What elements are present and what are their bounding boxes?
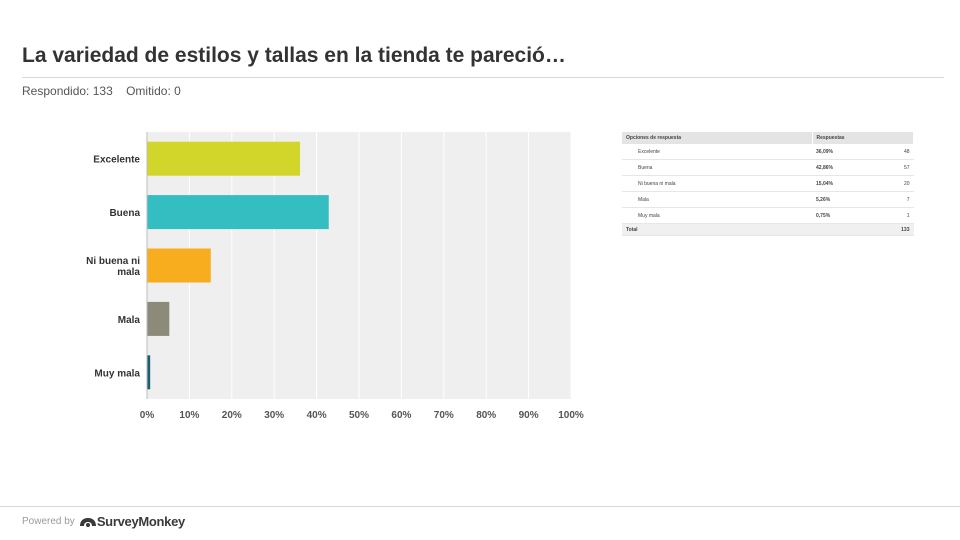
table-cell-percent: 15,04% xyxy=(812,175,876,192)
table-cell-option: Muy mala xyxy=(622,207,812,224)
table-total-spacer xyxy=(812,223,876,236)
x-tick-label: 90% xyxy=(519,410,539,421)
surveymonkey-brand: SurveyMonkey xyxy=(96,514,185,529)
table-row: Buena 42,86% 57 xyxy=(622,159,914,176)
table-cell-percent: 36,09% xyxy=(812,144,876,160)
y-category-label: Mala xyxy=(118,315,141,326)
table-cell-count: 1 xyxy=(875,207,914,224)
table-header-options: Opciones de respuesta xyxy=(622,132,813,144)
table-cell-percent: 0,75% xyxy=(812,207,876,224)
bar xyxy=(147,355,151,390)
x-tick-label: 80% xyxy=(476,410,496,421)
response-summary: Respondido: 133 Omitido: 0 xyxy=(22,84,191,98)
surveymonkey-logo-icon xyxy=(79,517,96,527)
skipped-count: Omitido: 0 xyxy=(126,84,181,98)
bar xyxy=(147,195,329,230)
bar xyxy=(147,141,301,176)
x-tick-label: 100% xyxy=(558,410,584,421)
table-cell-count: 20 xyxy=(875,175,914,192)
table-row: Muy mala 0,75% 1 xyxy=(622,207,914,224)
table-total-label: Total xyxy=(622,223,812,236)
powered-by-label: Powered by xyxy=(22,516,75,527)
y-category-label: Muy mala xyxy=(94,368,140,379)
y-category-label: mala xyxy=(117,267,140,278)
answered-count: Respondido: 133 xyxy=(22,84,113,98)
table-cell-option: Buena xyxy=(622,159,812,176)
bar xyxy=(147,248,211,283)
y-category-label: Buena xyxy=(109,208,140,219)
y-category-label: Ni buena ni xyxy=(86,256,140,267)
table-cell-percent: 42,86% xyxy=(812,159,876,176)
x-tick-label: 10% xyxy=(179,410,199,421)
table-row: Ni buena ni mala 15,04% 20 xyxy=(622,175,914,192)
table-header-responses: Respuestas xyxy=(812,132,914,144)
x-tick-label: 70% xyxy=(434,410,454,421)
table-total-count: 133 xyxy=(875,223,914,236)
table-cell-count: 57 xyxy=(875,159,914,176)
table-cell-option: Ni buena ni mala xyxy=(622,175,812,192)
footer-divider xyxy=(0,506,960,507)
table-cell-count: 7 xyxy=(875,191,914,208)
y-category-label: Excelente xyxy=(93,155,140,166)
table-cell-option: Excelente xyxy=(622,144,812,160)
table-cell-percent: 5,26% xyxy=(812,191,876,208)
page-title: La variedad de estilos y tallas en la ti… xyxy=(22,44,566,67)
x-tick-label: 60% xyxy=(391,410,411,421)
x-tick-label: 40% xyxy=(307,410,327,421)
x-tick-label: 20% xyxy=(222,410,242,421)
table-row: Excelente 36,09% 48 xyxy=(622,144,914,160)
responses-table: Opciones de respuesta Respuestas Excelen… xyxy=(622,132,914,236)
footer: Powered by SurveyMonkey xyxy=(22,514,185,529)
table-total-row: Total 133 xyxy=(622,223,914,236)
x-tick-label: 0% xyxy=(140,410,155,421)
title-divider xyxy=(22,77,944,78)
bar xyxy=(147,301,170,336)
table-row: Mala 5,26% 7 xyxy=(622,191,914,208)
x-tick-label: 30% xyxy=(264,410,284,421)
table-cell-count: 48 xyxy=(875,144,914,160)
table-cell-option: Mala xyxy=(622,191,812,208)
x-tick-label: 50% xyxy=(349,410,369,421)
